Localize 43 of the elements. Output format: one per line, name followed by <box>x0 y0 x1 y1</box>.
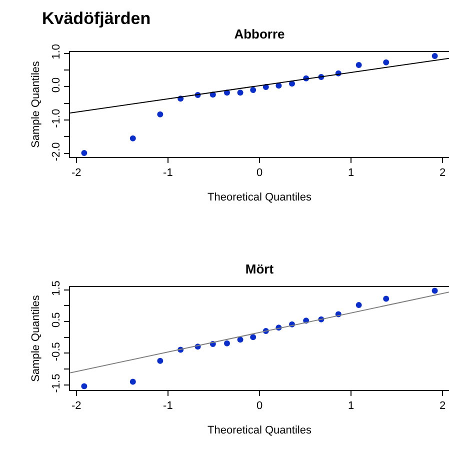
y-tick-label: 0.0 <box>50 77 63 93</box>
x-tick-label: 0 <box>256 167 263 180</box>
y-tick-label: 1.5 <box>50 280 63 296</box>
x-tick-label: -2 <box>72 400 82 412</box>
point <box>383 296 390 302</box>
point <box>276 82 282 89</box>
point <box>250 87 256 93</box>
y-tick-label: -1.0 <box>50 108 63 128</box>
y-tick-label: 1.0 <box>50 44 63 60</box>
x-tick-label: 2 <box>440 400 446 412</box>
x-tick-label: -1 <box>163 400 173 412</box>
point <box>356 302 362 308</box>
point <box>356 62 362 68</box>
x-tick-label: 2 <box>440 167 446 180</box>
chart-title: Mört <box>245 262 274 277</box>
y-axis-title: Sample Quantiles <box>30 60 42 148</box>
point <box>224 340 230 346</box>
x-tick-label: 1 <box>348 167 354 180</box>
x-axis-title: Theoretical Quantiles <box>208 424 312 436</box>
y-axis-title: Sample Quantiles <box>30 294 42 382</box>
x-tick-label: 1 <box>348 400 354 412</box>
point <box>157 358 164 364</box>
point <box>432 53 438 59</box>
point <box>157 111 164 118</box>
point <box>237 90 244 96</box>
chart-title: Abborre <box>234 26 285 42</box>
x-tick-label: -2 <box>72 167 82 180</box>
point <box>130 135 136 142</box>
y-tick-label: -0.5 <box>50 342 63 362</box>
point <box>250 334 256 340</box>
x-tick-label: -1 <box>163 167 173 180</box>
point <box>81 150 88 156</box>
text: Kvädöfjärden <box>42 9 151 28</box>
point <box>81 383 88 390</box>
point <box>383 59 390 66</box>
y-tick-label: 0.5 <box>50 312 63 328</box>
y-tick-label: -2.0 <box>50 142 63 162</box>
x-axis-title: Theoretical Quantiles <box>208 191 312 204</box>
point <box>432 288 438 294</box>
point <box>130 378 136 385</box>
y-tick-label: -1.5 <box>50 374 63 393</box>
x-tick-label: 0 <box>256 400 263 412</box>
point <box>237 336 244 343</box>
